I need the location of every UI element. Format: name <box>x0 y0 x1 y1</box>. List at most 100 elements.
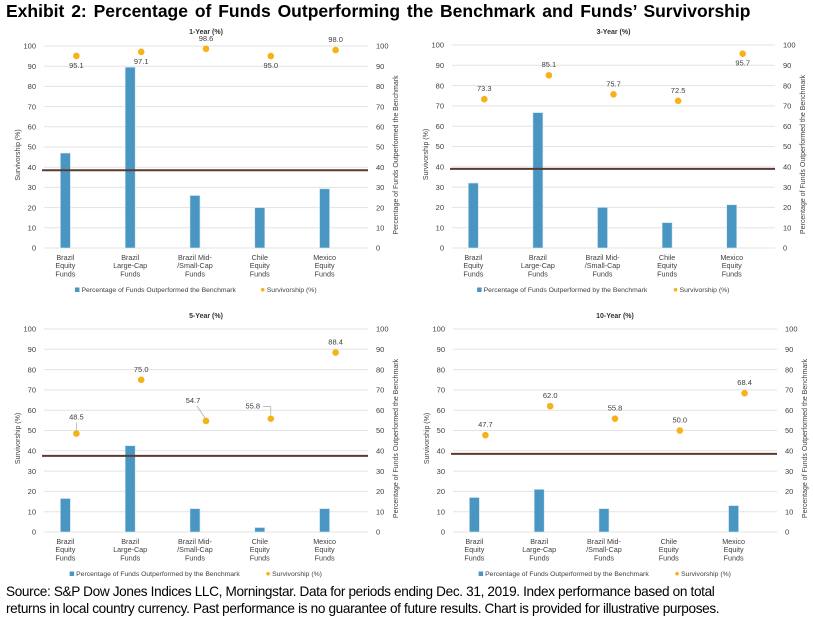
x-tick-label: Equity <box>722 261 742 270</box>
y-tick-left: 30 <box>436 183 444 192</box>
legend-dot-label: Survivorship (%) <box>680 287 730 294</box>
y-tick-left: 0 <box>32 244 36 253</box>
y-tick-right: 30 <box>376 183 384 192</box>
x-tick-label: Chile <box>659 253 675 262</box>
x-tick-label: Funds <box>464 553 484 562</box>
survivorship-dot <box>611 415 619 423</box>
x-tick-label: Mexico <box>313 253 336 262</box>
y-tick-left: 90 <box>436 61 444 70</box>
survivorship-dot <box>137 48 145 56</box>
x-tick-label: Funds <box>315 269 335 278</box>
bar <box>254 527 266 533</box>
y-axis-label-left: Survivorship (%) <box>424 413 431 464</box>
x-tick-label: Large-Cap <box>113 261 147 270</box>
survivorship-dot <box>482 431 489 439</box>
x-tick-label: Mexico <box>722 537 745 546</box>
legend-bar-swatch <box>477 287 482 292</box>
y-axis-label-left: Survivorship (%) <box>15 129 22 180</box>
x-tick-label: Funds <box>250 269 270 278</box>
x-tick-label: Mexico <box>720 253 743 262</box>
x-tick-label: Brazil <box>121 537 139 546</box>
data-label: 98.6 <box>199 34 214 43</box>
y-tick-right: 70 <box>376 102 384 111</box>
chart-title: 1-Year (%) <box>189 29 223 36</box>
legend-bar-label: Percentage of Funds Outperformed by the … <box>485 571 649 578</box>
x-tick-label: Brazil Mid- <box>586 253 621 262</box>
x-tick-label: /Small-Cap <box>177 545 213 554</box>
y-tick-left: 50 <box>437 426 445 435</box>
y-tick-right: 100 <box>785 325 798 334</box>
y-tick-left: 80 <box>28 82 36 91</box>
y-tick-left: 60 <box>437 406 445 415</box>
data-label: 73.3 <box>477 84 492 93</box>
x-tick-label: Funds <box>463 269 483 278</box>
survivorship-dot <box>267 415 275 423</box>
y-tick-left: 70 <box>436 102 444 111</box>
y-tick-right: 20 <box>785 487 793 496</box>
chart-svg: 10-Year (%) 0 0 10 10 20 20 30 30 40 40 50 50 60 60 70 7… <box>424 313 809 578</box>
x-tick-label: Brazil <box>465 537 483 546</box>
y-tick-left: 100 <box>23 42 36 51</box>
legend-bar-swatch <box>478 571 484 576</box>
x-tick-label: Funds <box>185 269 205 278</box>
y-tick-right: 90 <box>376 62 384 71</box>
y-axis-label-right: Percentage of Funds Outperformed the Ben… <box>802 358 809 518</box>
source-footnote: Source: S&P Dow Jones Indices LLC, Morni… <box>6 583 811 617</box>
y-tick-right: 10 <box>376 224 384 233</box>
y-tick-right: 100 <box>783 41 796 50</box>
survivorship-dot <box>610 91 617 98</box>
x-tick-label: Equity <box>250 545 270 554</box>
x-tick-label: /Small-Cap <box>177 261 213 270</box>
survivorship-dot <box>546 402 554 410</box>
bar <box>254 207 266 249</box>
x-tick-label: Chile <box>661 537 677 546</box>
x-tick-label: Equity <box>315 261 335 270</box>
y-tick-right: 60 <box>785 406 793 415</box>
x-tick-label: Funds <box>528 269 548 278</box>
footnote-line-1: Source: S&P Dow Jones Indices LLC, Morni… <box>6 584 715 599</box>
y-tick-left: 10 <box>436 223 444 232</box>
bar <box>533 489 545 533</box>
bar <box>532 112 544 249</box>
y-tick-left: 100 <box>23 325 36 334</box>
bar <box>124 66 136 249</box>
y-tick-right: 60 <box>783 122 791 131</box>
x-tick-label: Funds <box>120 553 140 562</box>
chart-5-year: 5-Year (%) 0 0 10 10 20 20 30 30 40 40 50 50 60 60 70 70… <box>0 308 406 598</box>
legend-dot-swatch <box>260 287 265 292</box>
y-tick-left: 50 <box>28 143 36 152</box>
y-tick-left: 90 <box>437 345 445 354</box>
y-tick-right: 90 <box>785 345 793 354</box>
y-tick-right: 100 <box>376 325 389 334</box>
exhibit-title: Exhibit 2: Percentage of Funds Outperfor… <box>6 1 751 21</box>
x-tick-label: Funds <box>120 269 140 278</box>
data-label: 47.7 <box>478 420 493 429</box>
data-label: 54.7 <box>186 396 201 405</box>
x-tick-label: Funds <box>659 553 679 562</box>
data-label: 72.5 <box>671 86 686 95</box>
survivorship-dot <box>545 71 553 79</box>
leader-line <box>262 406 272 415</box>
data-label: 75.0 <box>134 365 149 374</box>
data-label: 97.1 <box>134 57 149 66</box>
x-tick-label: Chile <box>252 537 268 546</box>
y-tick-right: 50 <box>783 142 791 151</box>
x-tick-label: /Small-Cap <box>586 545 622 554</box>
y-tick-right: 20 <box>376 487 384 496</box>
y-tick-left: 0 <box>32 528 36 537</box>
x-tick-label: Brazil <box>529 253 547 262</box>
x-tick-label: Funds <box>315 553 335 562</box>
legend-dot-swatch <box>266 571 270 576</box>
bar <box>60 152 71 249</box>
x-tick-label: Funds <box>250 553 270 562</box>
survivorship-dot <box>73 430 80 437</box>
bar <box>189 508 201 533</box>
y-tick-left: 70 <box>28 386 36 395</box>
legend-bar-label: Percentage of Funds Outperformed the Ben… <box>81 287 236 294</box>
y-tick-left: 30 <box>28 467 36 476</box>
bar <box>60 498 71 533</box>
x-tick-label: Large-Cap <box>522 545 556 554</box>
bar <box>726 204 738 249</box>
survivorship-dot <box>202 417 210 425</box>
data-label: 75.7 <box>606 79 621 88</box>
